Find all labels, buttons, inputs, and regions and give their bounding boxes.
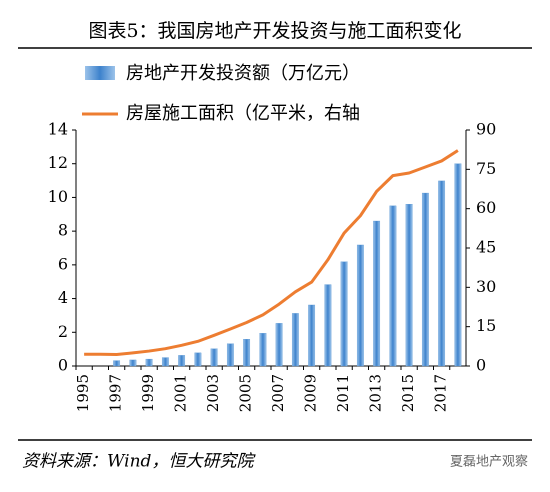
y-tick-label: 14 xyxy=(48,120,68,139)
bar xyxy=(454,163,462,367)
y2-tick-label: 30 xyxy=(476,277,496,296)
bar xyxy=(291,313,299,367)
legend-bar-swatch xyxy=(85,66,115,80)
y-tick-label: 4 xyxy=(58,288,68,307)
source: 资料来源：Wind，恒大研究院 xyxy=(22,452,256,472)
y-tick-label: 12 xyxy=(48,153,68,172)
bar xyxy=(129,359,137,367)
y2-tick-label: 45 xyxy=(476,238,496,257)
bar xyxy=(324,284,332,367)
x-tick-label: 2017 xyxy=(432,374,450,412)
bar xyxy=(178,355,186,367)
y2-tick-label: 0 xyxy=(476,356,486,375)
bar xyxy=(373,220,381,367)
bar xyxy=(275,323,283,367)
bar xyxy=(340,261,348,367)
bar xyxy=(194,352,202,367)
x-tick-label: 2005 xyxy=(237,374,255,412)
bar xyxy=(113,360,121,367)
y-tick-label: 0 xyxy=(58,356,68,375)
x-tick-label: 2009 xyxy=(302,374,320,412)
y-tick-label: 10 xyxy=(48,187,68,206)
x-tick-label: 2007 xyxy=(269,374,287,412)
bar xyxy=(356,244,364,367)
x-tick-label: 1999 xyxy=(139,374,157,412)
y2-tick-label: 15 xyxy=(476,316,496,335)
bar xyxy=(145,358,153,367)
y-tick-label: 6 xyxy=(58,254,68,273)
y-tick-label: 8 xyxy=(58,221,68,240)
bar xyxy=(421,192,429,367)
bar xyxy=(259,333,267,367)
watermark: 夏磊地产观察 xyxy=(450,455,528,470)
x-tick-label: 2011 xyxy=(334,374,352,412)
legend-label: 房地产开发投资额（万亿元） xyxy=(126,63,360,84)
x-tick-label: 2015 xyxy=(399,374,417,412)
bar xyxy=(308,304,316,367)
y2-tick-label: 75 xyxy=(476,159,496,178)
y-tick-label: 2 xyxy=(58,322,68,341)
bar xyxy=(226,343,234,367)
y2-tick-label: 90 xyxy=(476,120,496,139)
bar xyxy=(438,180,446,367)
x-tick-label: 1997 xyxy=(107,374,125,412)
legend-label: 房屋施工面积（亿平米，右轴 xyxy=(126,103,360,124)
y2-tick-label: 60 xyxy=(476,198,496,217)
x-tick-label: 2001 xyxy=(172,374,190,412)
bar xyxy=(389,205,397,367)
bar xyxy=(405,204,413,367)
x-tick-label: 2013 xyxy=(367,374,385,412)
x-tick-label: 1995 xyxy=(74,374,92,412)
bar xyxy=(210,348,218,367)
chart-title: 图表5：我国房地产开发投资与施工面积变化 xyxy=(88,20,461,42)
line xyxy=(84,149,459,356)
x-tick-label: 2003 xyxy=(204,374,222,412)
bar xyxy=(243,339,251,367)
bar xyxy=(161,357,169,367)
